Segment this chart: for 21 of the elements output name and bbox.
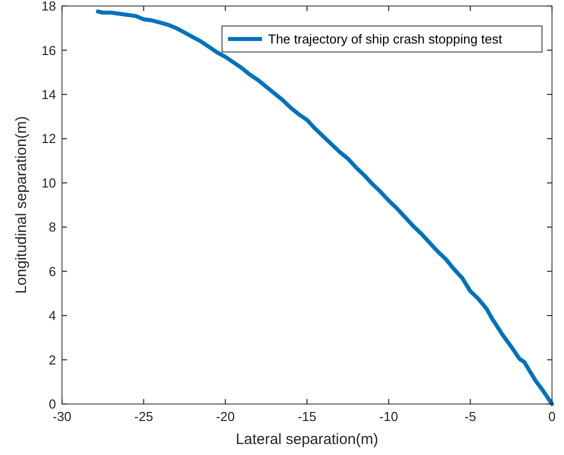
y-tick-label: 4 — [48, 308, 56, 324]
y-tick-label: 18 — [42, 0, 56, 14]
y-tick-label: 6 — [48, 264, 56, 279]
legend-label: The trajectory of ship crash stopping test — [268, 32, 502, 47]
x-tick-label: -15 — [298, 409, 316, 424]
x-tick-label: -5 — [464, 409, 476, 424]
x-tick-label: 0 — [548, 409, 556, 424]
y-tick-label: 12 — [42, 131, 56, 146]
x-axis-title: Lateral separation(m) — [236, 431, 378, 448]
y-tick-label: 10 — [42, 175, 56, 190]
y-tick-label: 16 — [42, 42, 56, 58]
y-axis-title: Longitudinal separation(m) — [13, 116, 30, 294]
x-tick-label: -10 — [379, 409, 398, 424]
y-tick-label: 0 — [48, 396, 56, 412]
y-tick-label: 2 — [48, 352, 56, 368]
x-tick-label: -30 — [52, 409, 72, 424]
x-tick-label: -20 — [216, 409, 235, 424]
x-tick-label: -25 — [134, 409, 154, 424]
y-tick-label: 14 — [42, 86, 56, 102]
line-series — [96, 10, 554, 406]
y-tick-label: 8 — [48, 220, 56, 235]
